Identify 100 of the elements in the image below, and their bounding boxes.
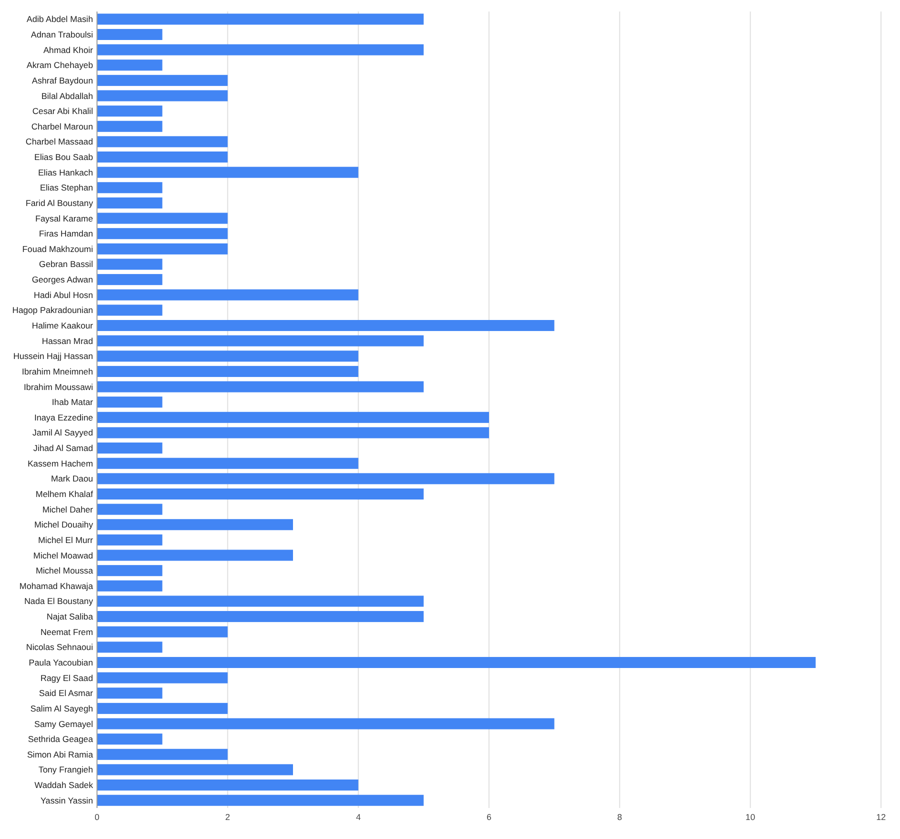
y-tick-label: Michel El Murr xyxy=(38,534,94,545)
bar xyxy=(97,243,228,254)
y-tick-label: Said El Asmar xyxy=(39,688,94,698)
x-tick-label: 6 xyxy=(486,812,492,822)
y-tick-label: Georges Adwan xyxy=(32,274,94,285)
bar xyxy=(97,550,293,561)
bar xyxy=(97,734,162,745)
y-tick-label: Farid Al Boustany xyxy=(26,198,94,208)
y-tick-label: Tony Frangieh xyxy=(38,764,94,775)
y-tick-label: Gebran Bassil xyxy=(39,259,94,270)
x-tick-label: 2 xyxy=(225,812,230,822)
bar xyxy=(97,350,358,362)
bar xyxy=(97,596,424,607)
bar xyxy=(97,488,424,500)
y-tick-label: Kassem Hachem xyxy=(28,458,93,468)
y-tick-label: Michel Daher xyxy=(42,504,94,514)
y-tick-label: Nicolas Sehnaoui xyxy=(26,642,94,652)
y-tick-label: Nada El Boustany xyxy=(24,596,94,606)
y-tick-label: Michel Moussa xyxy=(36,566,94,576)
y-tick-label: Hussein Hajj Hassan xyxy=(13,351,94,362)
y-tick-label: Najat Saliba xyxy=(46,612,94,622)
y-tick-label: Charbel Massaad xyxy=(26,136,94,147)
bar xyxy=(97,166,358,178)
bar xyxy=(97,504,162,515)
bar xyxy=(97,611,424,622)
bar xyxy=(97,718,554,730)
bar xyxy=(97,534,162,546)
bar xyxy=(97,381,424,392)
y-tick-label: Hadi Abul Hosn xyxy=(34,290,94,300)
y-tick-label: Charbel Maroun xyxy=(31,121,94,132)
y-tick-label: Michel Douaihy xyxy=(34,520,94,530)
bar xyxy=(97,748,228,760)
y-tick-label: Cesar Abi Khalil xyxy=(32,106,94,116)
y-tick-label: Neemat Frem xyxy=(40,626,93,637)
bar xyxy=(97,106,162,117)
y-tick-label: Adnan Traboulsi xyxy=(30,29,94,40)
bar xyxy=(97,396,162,408)
bar xyxy=(97,90,228,102)
bar xyxy=(97,442,162,454)
bar xyxy=(97,688,162,699)
y-tick-label: Elias Stephan xyxy=(40,182,94,193)
y-tick-label: Hagop Pakradounian xyxy=(12,305,94,316)
bar xyxy=(97,182,162,194)
y-tick-label: Jamil Al Sayyed xyxy=(32,428,94,438)
bar xyxy=(97,780,358,791)
y-tick-label: Salim Al Sayegh xyxy=(30,703,94,714)
bar xyxy=(97,136,228,148)
y-tick-label: Sethrida Geagea xyxy=(28,734,94,744)
bar xyxy=(97,642,162,653)
y-tick-label: Adib Abdel Masih xyxy=(26,14,94,24)
bar xyxy=(97,289,358,300)
y-tick-label: Halime Kaakour xyxy=(32,320,94,331)
y-tick-label: Michel Moawad xyxy=(33,550,94,560)
y-tick-label: Simon Abi Ramia xyxy=(27,749,94,760)
bar xyxy=(97,44,424,56)
bar xyxy=(97,212,228,224)
bar xyxy=(97,258,162,270)
bar xyxy=(97,626,228,638)
bar xyxy=(97,335,424,346)
y-tick-label: Bilal Abdallah xyxy=(41,90,94,101)
y-tick-label: Elias Hankach xyxy=(38,167,94,178)
bar xyxy=(97,366,358,377)
y-tick-label: Akram Chehayeb xyxy=(26,60,94,70)
x-tick-label: 4 xyxy=(356,812,361,822)
bar xyxy=(97,14,424,25)
bar xyxy=(97,656,816,668)
y-tick-label: Melhem Khalaf xyxy=(36,489,94,500)
y-tick-label: Waddah Sadek xyxy=(34,780,94,790)
y-tick-label: Elias Bou Saab xyxy=(34,152,94,162)
bar xyxy=(97,60,162,71)
x-tick-label: 12 xyxy=(876,812,886,822)
y-tick-label: Ibrahim Moussawi xyxy=(24,382,94,392)
bar xyxy=(97,304,162,316)
y-tick-label: Mohamad Khawaja xyxy=(19,580,94,591)
y-tick-label: Faysal Karame xyxy=(35,213,94,224)
x-tick-label: 0 xyxy=(94,812,100,822)
y-tick-label: Ahmad Khoir xyxy=(43,44,94,55)
bar xyxy=(97,152,228,163)
bar xyxy=(97,580,162,592)
y-tick-label: Jihad Al Samad xyxy=(33,443,94,454)
bar xyxy=(97,519,293,530)
bar xyxy=(97,672,228,684)
x-tick-label: 8 xyxy=(617,812,622,822)
bar xyxy=(97,794,424,806)
y-tick-label: Inaya Ezzedine xyxy=(34,412,94,422)
bar xyxy=(97,412,489,423)
y-tick-label: Ragy El Saad xyxy=(40,672,94,683)
y-tick-label: Firas Hamdan xyxy=(39,228,94,239)
x-tick-label: 10 xyxy=(746,812,756,822)
bar xyxy=(97,197,162,208)
y-tick-label: Samy Gemayel xyxy=(34,718,94,729)
bar xyxy=(97,74,228,86)
y-tick-label: Yassin Yassin xyxy=(40,795,94,806)
y-tick-label: Fouad Makhzoumi xyxy=(22,244,94,254)
y-tick-label: Mark Daou xyxy=(50,474,94,484)
y-tick-label: Hassan Mrad xyxy=(42,336,94,346)
y-tick-label: Ibrahim Mneimneh xyxy=(22,366,94,376)
y-tick-label: Ashraf Baydoun xyxy=(32,75,94,86)
bar xyxy=(97,228,228,240)
bar xyxy=(97,764,293,776)
